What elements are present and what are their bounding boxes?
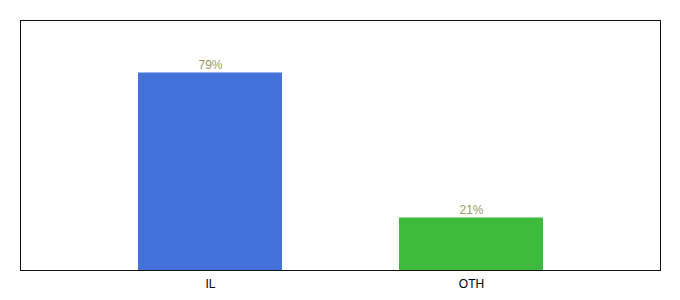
svg-text:IL: IL	[205, 277, 215, 291]
svg-text:21%: 21%	[459, 203, 483, 217]
svg-text:79%: 79%	[198, 58, 222, 72]
svg-text:OTH: OTH	[459, 277, 484, 291]
